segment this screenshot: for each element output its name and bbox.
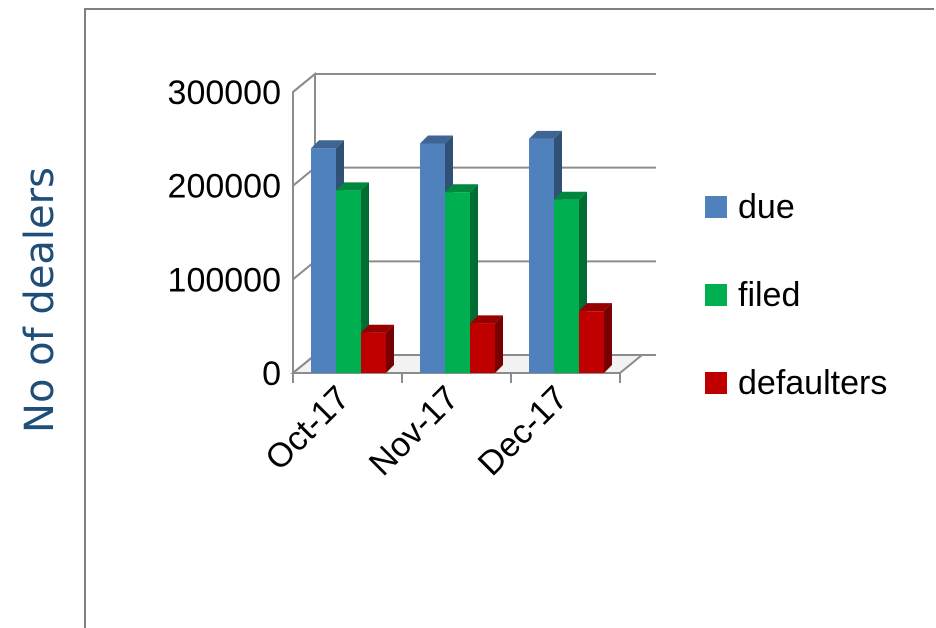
y-tick-label: 100000 xyxy=(168,261,281,299)
y-tick-label: 0 xyxy=(262,355,281,393)
bar-top xyxy=(311,140,344,149)
bars xyxy=(311,130,612,373)
bar-side xyxy=(361,182,369,373)
x-tick-labels: Oct-17 Nov-17 Dec-17 xyxy=(258,379,575,483)
legend-swatch xyxy=(705,372,727,394)
bar-top xyxy=(336,182,369,191)
bar-top xyxy=(470,315,503,324)
y-tick-label: 300000 xyxy=(168,74,281,112)
x-tick-label: Dec-17 xyxy=(471,379,575,483)
bar-top xyxy=(554,191,587,200)
legend-swatch xyxy=(705,284,727,306)
legend-label: filed xyxy=(738,276,800,314)
bar-front xyxy=(311,148,336,373)
bar-top xyxy=(579,303,612,312)
bar-top xyxy=(420,135,453,144)
gridlines xyxy=(292,73,656,383)
chart-frame xyxy=(84,8,934,628)
bar-front xyxy=(470,323,495,373)
bar-front xyxy=(361,332,386,373)
legend-item-defaulters: defaulters xyxy=(705,364,887,402)
bar-defaulters-Nov-17 xyxy=(470,315,503,373)
legend-label: due xyxy=(738,188,795,226)
bar-front xyxy=(554,199,579,373)
legend-label: defaulters xyxy=(738,364,887,402)
bar-defaulters-Dec-17 xyxy=(579,303,612,373)
legend: due filed defaulters xyxy=(705,188,887,402)
bar-side xyxy=(495,315,503,373)
bar-chart: 0 100000 200000 300000 Oct-17 Nov-17 Dec-17 d… xyxy=(168,71,887,483)
y-tick-label: 200000 xyxy=(168,168,281,206)
gridline-diagonal xyxy=(292,73,316,93)
bar-filed-Oct-17 xyxy=(336,182,369,373)
bar-top xyxy=(445,184,478,193)
legend-item-filed: filed xyxy=(705,276,800,314)
bar-front xyxy=(420,143,445,373)
bar-side xyxy=(604,303,612,373)
bar-front xyxy=(529,138,554,373)
bar-front xyxy=(445,192,470,373)
y-tick-labels: 0 100000 200000 300000 xyxy=(168,74,281,393)
bar-top xyxy=(529,130,562,139)
bar-front xyxy=(579,311,604,373)
bar-defaulters-Oct-17 xyxy=(361,324,394,373)
legend-swatch xyxy=(705,196,727,218)
legend-item-due: due xyxy=(705,188,795,226)
x-tick-label: Oct-17 xyxy=(258,379,357,478)
bar-top xyxy=(361,324,394,333)
bar-front xyxy=(336,190,361,373)
bar-side xyxy=(386,324,394,373)
x-tick-label: Nov-17 xyxy=(362,379,466,483)
